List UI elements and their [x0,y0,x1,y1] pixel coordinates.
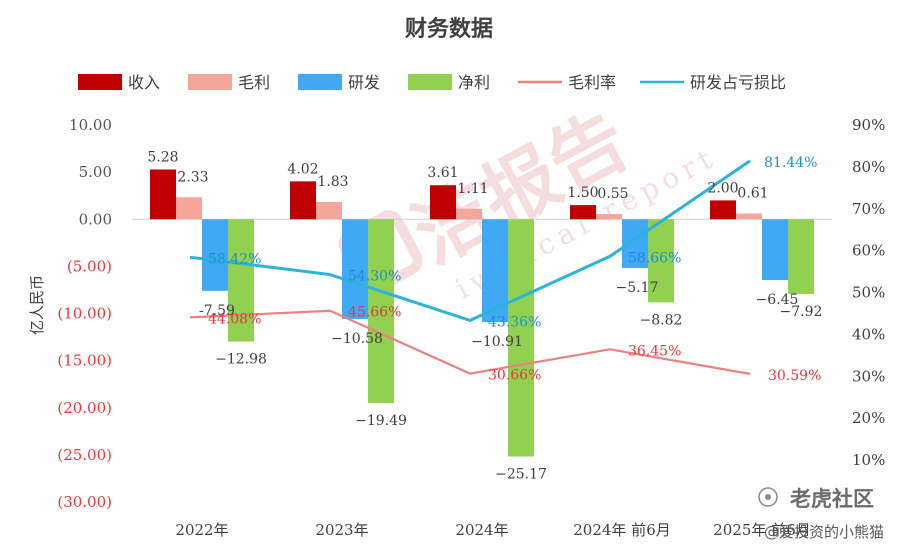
legend-label-2: 研发 [348,73,380,92]
left-tick-label: (5.00) [67,257,112,275]
bar-label-收入: 5.28 [147,149,178,165]
chart-title: 财务数据 [405,16,493,42]
bar-label-研发: -7.59 [199,303,235,319]
bar-label-收入: 3.61 [427,165,458,181]
bar-收入 [430,185,456,220]
bar-收入 [290,181,316,220]
left-tick-label: (10.00) [57,305,112,323]
left-tick-label: (25.00) [57,446,112,464]
line-label-研发占亏损比: 81.44% [764,155,817,171]
right-tick-label: 70% [852,200,885,218]
line-label-研发占亏损比: 58.66% [628,250,681,266]
bar-labels-group: 5.28 4.02 3.61 1.50 2.00 2.33 1.83 1.11 0.55 0.61… [147,149,822,482]
line-labels-group: 44.08% 45.66% 30.66% 36.45% 30.59% 58.42% 54.3… [208,155,821,384]
right-tick-label: 50% [852,284,885,302]
left-tick-label: (15.00) [57,352,112,370]
bar-净利 [788,219,814,294]
category-label: 2024年 [455,521,508,539]
legend-label-3: 净利 [458,73,490,92]
bar-净利 [228,219,254,342]
bar-研发 [342,219,368,319]
right-axis: 90% 80% 70% 60% 50% 40% 30% 20% 10% [852,116,885,469]
bars-group [150,169,814,457]
bar-label-研发: −10.58 [331,331,383,347]
bar-label-毛利: 1.83 [317,174,348,190]
bar-label-净利: −12.98 [215,352,267,368]
line-label-毛利率: 44.08% [208,311,261,327]
left-tick-label: 0.00 [79,210,112,228]
category-label: 2022年 [175,521,228,539]
right-tick-label: 10% [852,451,885,469]
bar-label-收入: 4.02 [287,161,318,177]
bar-收入 [710,200,736,220]
bar-净利 [508,219,534,457]
line-label-研发占亏损比: 58.42% [208,251,261,267]
community-name: 老虎社区 [790,487,874,511]
line-label-研发占亏损比: 43.36% [488,314,541,330]
legend-label-4: 毛利率 [568,73,616,92]
line-研发占亏损比 [189,159,751,322]
bar-label-毛利: 0.61 [737,186,768,202]
bar-label-研发: −10.91 [471,334,523,350]
category-labels: 2022年 2023年 2024年 2024年 前6月 2025年 前6月 [175,521,810,539]
legend-label-0: 收入 [128,73,160,92]
right-tick-label: 60% [852,242,885,260]
line-label-毛利率: 30.66% [488,368,541,384]
bar-研发 [202,219,228,291]
right-tick-label: 80% [852,158,885,176]
left-tick-label: 5.00 [79,163,112,181]
line-毛利率 [189,309,751,375]
left-tick-label: (20.00) [57,399,112,417]
author-handle: @爱投资的小熊猫 [764,523,884,541]
bar-毛利 [456,208,482,220]
legend-swatch-3 [408,74,452,90]
bar-label-收入: 2.00 [707,180,738,196]
bar-label-毛利: 1.11 [457,181,488,197]
category-label: 2024年 前6月 [573,521,671,539]
left-axis: 10.00 5.00 0.00 (5.00) (10.00) (15.00) (20.00)… [57,116,112,511]
bar-收入 [570,205,596,220]
left-tick-label: 10.00 [69,116,112,134]
right-tick-label: 30% [852,367,885,385]
bar-毛利 [316,202,342,220]
lines-group [189,159,751,375]
category-label: 2023年 [315,521,368,539]
line-label-毛利率: 36.45% [628,343,681,359]
legend: 收入 毛利 研发 净利 毛利率 研发占亏损比 [78,73,786,92]
legend-swatch-2 [298,74,342,90]
bar-label-净利: −7.92 [780,304,823,320]
legend-label-5: 研发占亏损比 [690,73,786,92]
bar-label-毛利: 2.33 [177,169,208,185]
bar-label-研发: −6.45 [756,292,799,308]
community-logo-icon [758,487,778,507]
line-label-毛利率: 45.66% [348,305,401,321]
right-tick-label: 40% [852,325,885,343]
bar-净利 [648,219,674,303]
community-watermark: 老虎社区 @爱投资的小熊猫 [758,487,884,541]
bar-研发 [482,219,508,323]
line-label-毛利率: 30.59% [768,368,821,384]
bar-label-净利: −25.17 [495,466,547,482]
right-tick-label: 90% [852,116,885,134]
legend-swatch-0 [78,74,122,90]
bar-label-收入: 1.50 [567,185,598,201]
left-tick-label: (30.00) [57,493,112,511]
right-tick-label: 20% [852,409,885,427]
bar-毛利 [596,214,622,220]
bar-label-毛利: 0.55 [597,186,628,202]
bar-label-净利: −19.49 [355,413,407,429]
bar-收入 [150,169,176,220]
legend-label-1: 毛利 [238,73,270,92]
legend-swatch-1 [188,74,232,90]
bar-毛利 [736,213,762,220]
bar-研发 [762,219,788,281]
bar-label-研发: −5.17 [616,280,659,296]
y-axis-label: 亿人民币 [28,275,46,335]
bar-毛利 [176,197,202,220]
bar-label-净利: −8.82 [640,312,683,328]
line-label-研发占亏损比: 54.30% [348,269,401,285]
category-label: 2025年 前6月 [713,521,811,539]
bar-净利 [368,219,394,403]
